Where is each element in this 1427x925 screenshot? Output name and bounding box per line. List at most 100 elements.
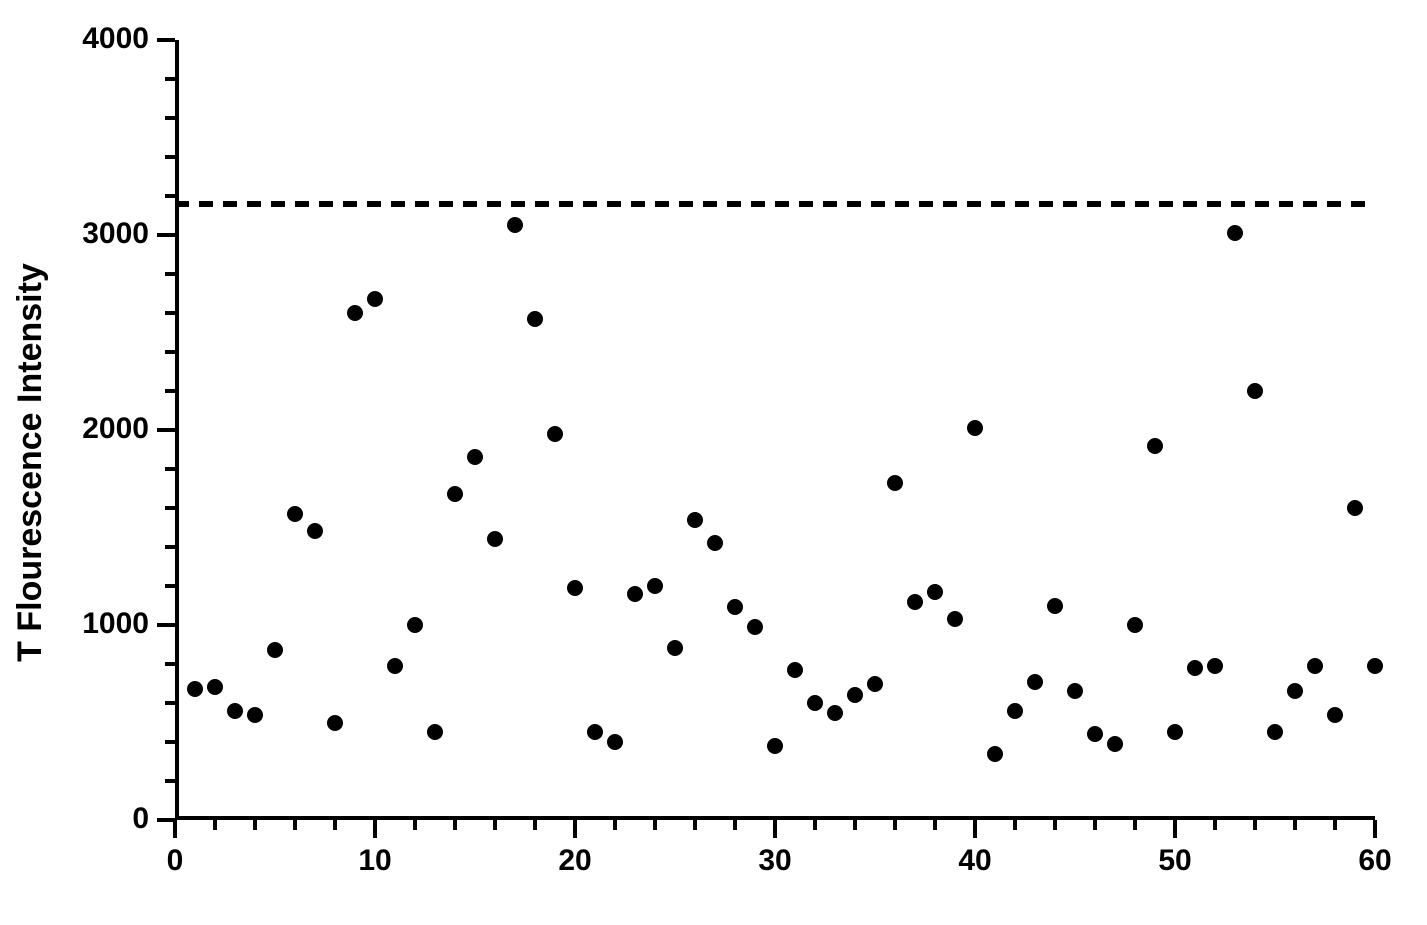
x-tick-major [1373,820,1377,838]
data-point [767,738,783,754]
reference-line-dash [631,201,645,207]
x-tick-minor [613,820,617,830]
data-point [347,305,363,321]
reference-line-dash [991,201,1005,207]
reference-line-dash [343,201,357,207]
data-point [607,734,623,750]
x-tick-major [373,820,377,838]
reference-line-dash [847,201,861,207]
data-point [587,724,603,740]
x-tick-minor [533,820,537,830]
x-tick-minor [933,820,937,830]
reference-line-dash [1087,201,1101,207]
data-point [367,291,383,307]
data-point [447,486,463,502]
y-tick-minor [165,701,175,705]
x-tick-minor [253,820,257,830]
data-point [1147,438,1163,454]
x-tick-minor [1253,820,1257,830]
x-tick-minor [1013,820,1017,830]
data-point [867,676,883,692]
reference-line-dash [559,201,573,207]
reference-line-dash [199,201,213,207]
x-tick-minor [1293,820,1297,830]
reference-line-dash [823,201,837,207]
y-tick-major [157,623,175,627]
data-point [387,658,403,674]
data-point [847,687,863,703]
data-point [1227,225,1243,241]
reference-line-dash [535,201,549,207]
data-point [267,642,283,658]
y-tick-label: 4000 [49,22,149,56]
reference-line-dash [895,201,909,207]
data-point [907,594,923,610]
reference-line-dash [1183,201,1197,207]
reference-line-dash [463,201,477,207]
reference-line-dash [679,201,693,207]
x-tick-minor [333,820,337,830]
reference-line-dash [271,201,285,207]
reference-line-dash [655,201,669,207]
data-point [787,662,803,678]
x-tick-minor [813,820,817,830]
data-point [1247,383,1263,399]
data-point [467,449,483,465]
data-point [1167,724,1183,740]
x-tick-minor [1133,820,1137,830]
y-tick-minor [165,155,175,159]
y-tick-label: 2000 [49,412,149,446]
y-tick-minor [165,740,175,744]
data-point [1047,598,1063,614]
reference-line-dash [727,201,741,207]
data-point [1207,658,1223,674]
reference-line-dash [415,201,429,207]
reference-line-dash [607,201,621,207]
data-point [227,703,243,719]
reference-line-dash [1255,201,1269,207]
x-tick-minor [893,820,897,830]
reference-line-dash [391,201,405,207]
y-axis-label-container: T Flourescence Intensity [0,0,60,925]
reference-line-dash [871,201,885,207]
x-tick-minor [453,820,457,830]
data-point [487,531,503,547]
y-tick-minor [165,506,175,510]
data-point [307,523,323,539]
x-tick-minor [1053,820,1057,830]
reference-line-dash [1159,201,1173,207]
data-point [1267,724,1283,740]
y-tick-label: 3000 [49,217,149,251]
reference-line-dash [1351,201,1365,207]
y-tick-minor [165,272,175,276]
reference-line-dash [775,201,789,207]
data-point [507,217,523,233]
data-point [1067,683,1083,699]
x-tick-major [573,820,577,838]
reference-line-dash [1303,201,1317,207]
reference-line-dash [295,201,309,207]
reference-line-dash [439,201,453,207]
reference-line-dash [247,201,261,207]
data-point [1027,674,1043,690]
x-tick-label: 20 [535,844,615,878]
x-tick-major [773,820,777,838]
reference-line-dash [1279,201,1293,207]
y-tick-minor [165,584,175,588]
data-point [427,724,443,740]
reference-line-dash [1063,201,1077,207]
data-point [887,475,903,491]
scatter-chart: T Flourescence Intensity 010002000300040… [0,0,1427,925]
data-point [287,506,303,522]
x-tick-minor [213,820,217,830]
data-point [747,619,763,635]
reference-line-dash [943,201,957,207]
reference-line-dash [1015,201,1029,207]
data-point [1327,707,1343,723]
reference-line-dash [1039,201,1053,207]
y-tick-minor [165,389,175,393]
data-point [1287,683,1303,699]
data-point [567,580,583,596]
reference-line-dash [703,201,717,207]
data-point [647,578,663,594]
